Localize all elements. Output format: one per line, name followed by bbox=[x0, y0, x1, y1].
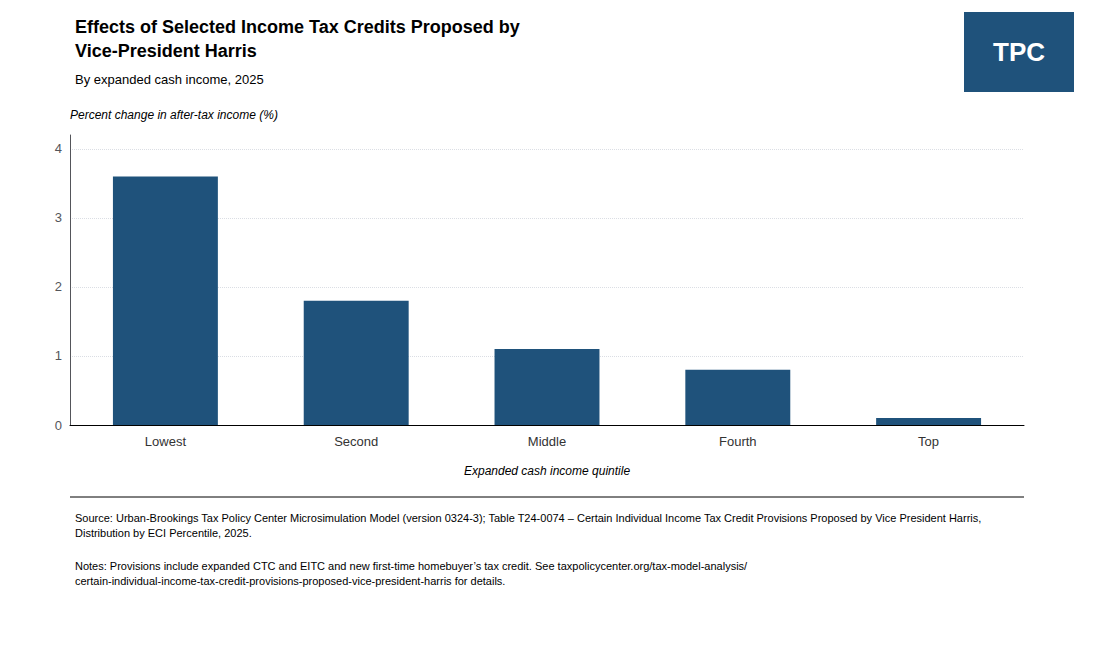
svg-text:Notes: Provisions include expa: Notes: Provisions include expanded CTC a… bbox=[75, 560, 748, 572]
svg-text:Lowest: Lowest bbox=[145, 434, 187, 449]
svg-text:Expanded cash income quintile: Expanded cash income quintile bbox=[464, 464, 630, 478]
svg-text:Vice-President Harris: Vice-President Harris bbox=[75, 41, 257, 61]
svg-text:Percent change in after-tax in: Percent change in after-tax income (%) bbox=[70, 108, 278, 122]
svg-text:TPC: TPC bbox=[993, 37, 1045, 67]
svg-text:Fourth: Fourth bbox=[719, 434, 757, 449]
svg-text:Distribution by ECI Percentile: Distribution by ECI Percentile, 2025. bbox=[75, 527, 252, 539]
svg-text:4: 4 bbox=[55, 141, 62, 156]
svg-text:Source: Urban-Brookings Tax Po: Source: Urban-Brookings Tax Policy Cente… bbox=[75, 512, 984, 524]
svg-text:Middle: Middle bbox=[528, 434, 566, 449]
svg-text:Effects of Selected Income Tax: Effects of Selected Income Tax Credits P… bbox=[75, 17, 520, 37]
svg-text:0: 0 bbox=[55, 418, 62, 433]
svg-text:Top: Top bbox=[918, 434, 939, 449]
svg-text:certain-individual-income-tax-: certain-individual-income-tax-credit-pro… bbox=[75, 575, 505, 587]
svg-text:By expanded cash income, 2025: By expanded cash income, 2025 bbox=[75, 72, 264, 87]
svg-text:Second: Second bbox=[334, 434, 378, 449]
svg-text:3: 3 bbox=[55, 210, 62, 225]
svg-text:1: 1 bbox=[55, 348, 62, 363]
svg-text:2: 2 bbox=[55, 279, 62, 294]
